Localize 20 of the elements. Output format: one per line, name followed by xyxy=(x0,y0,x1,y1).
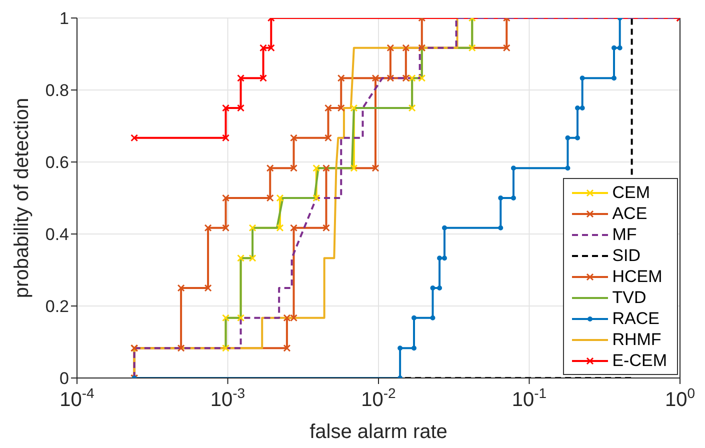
x-tick-label: 10$^{-2}$ xyxy=(361,385,396,411)
legend-label: HCEM xyxy=(612,266,662,286)
y-tick-label: 0.4 xyxy=(45,225,69,244)
x-tick-label: 10$^{-3}$ xyxy=(210,385,246,411)
legend-label: MF xyxy=(612,224,637,244)
y-tick-label: 0.2 xyxy=(45,297,69,316)
x-tick-label: 10$^{-1}$ xyxy=(512,385,547,411)
legend-label: ACE xyxy=(612,204,648,224)
legend-label: CEM xyxy=(612,182,650,202)
y-tick-label: 0.6 xyxy=(45,153,69,172)
legend-label: TVD xyxy=(612,288,646,308)
x-tick-label: 10$^{0}$ xyxy=(664,385,696,411)
legend-label: E-CEM xyxy=(612,350,667,370)
y-axis-title: probability of detection xyxy=(11,98,33,298)
y-tick-label: 0.8 xyxy=(45,81,69,100)
legend-label: RHMF xyxy=(612,330,662,350)
x-axis-title: false alarm rate xyxy=(310,421,448,443)
legend-label: SID xyxy=(612,246,641,266)
legend-label: RACE xyxy=(612,308,660,328)
y-tick-label: 1 xyxy=(60,9,69,28)
